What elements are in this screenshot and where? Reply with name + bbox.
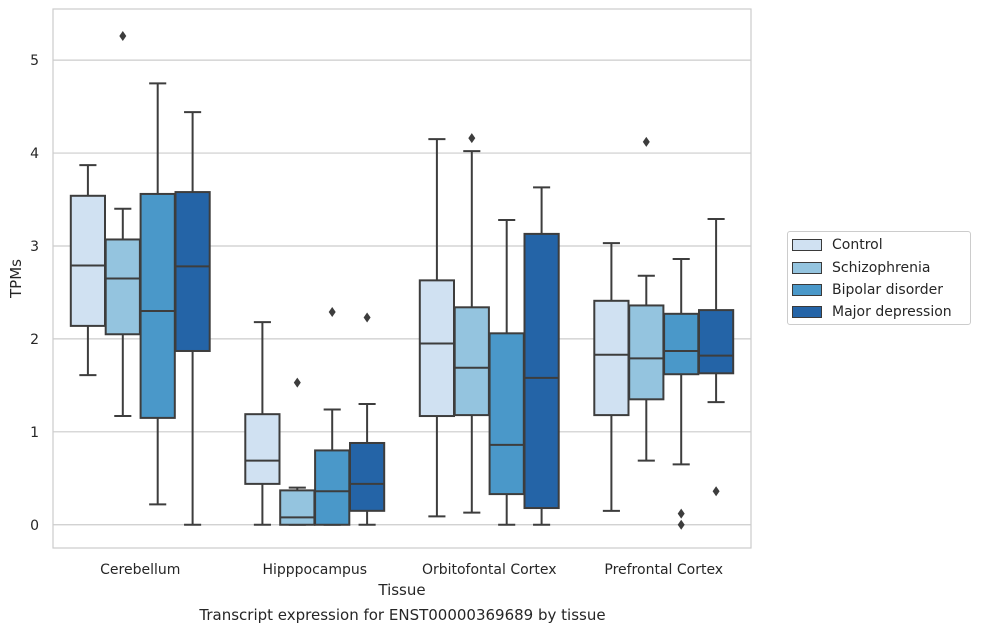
outlier-point: [328, 306, 336, 317]
outlier-point: [119, 30, 127, 41]
box-1-3: [348, 312, 386, 526]
y-tick-label: 5: [30, 53, 39, 69]
y-tick-label: 2: [30, 332, 39, 348]
box-1-1: [279, 377, 316, 526]
legend-label-control: Control: [832, 237, 883, 253]
box-3-2: [663, 257, 700, 530]
x-tick-label: Prefrontal Cortex: [604, 562, 723, 578]
legend-label-major-depression: Major depression: [832, 304, 952, 320]
box-2-2: [488, 218, 525, 526]
box-body: [139, 192, 176, 419]
box-body: [453, 306, 490, 417]
legend-swatch-schizophrenia: [792, 262, 822, 274]
x-tick-label: Orbitofontal Cortex: [422, 562, 557, 578]
legend-item-bipolar-disorder: Bipolar disorder: [792, 280, 943, 300]
y-tick-label: 3: [30, 239, 39, 255]
legend-item-schizophrenia: Schizophrenia: [792, 258, 930, 278]
box-body: [628, 304, 665, 401]
y-tick-label: 4: [30, 146, 39, 162]
outlier-point: [293, 377, 301, 388]
outlier-point: [363, 312, 371, 323]
y-tick-label: 1: [30, 425, 39, 441]
plot-frame: [52, 8, 752, 549]
box-body: [348, 441, 386, 512]
y-axis-ticks: 0 1 2 3 4 5: [30, 53, 39, 534]
box-2-1: [453, 133, 490, 514]
outlier-point: [642, 136, 650, 147]
box-3-0: [593, 242, 630, 512]
box-2-0: [418, 138, 456, 518]
legend-swatch-major-depression: [792, 306, 822, 318]
x-tick-label: Cerebellum: [100, 562, 180, 578]
box-body: [69, 194, 107, 327]
box-body: [244, 413, 281, 485]
box-body: [488, 332, 525, 496]
legend-swatch-bipolar-disorder: [792, 284, 822, 296]
legend: Control Schizophrenia Bipolar disorder M…: [787, 231, 971, 325]
box-series: [69, 30, 735, 530]
box-body: [418, 279, 456, 418]
x-axis-ticks: Cerebellum Hipppocampus Orbitofontal Corte…: [100, 562, 723, 578]
box-0-1: [104, 30, 141, 418]
outlier-point: [677, 519, 685, 530]
y-axis-label: TPMs: [7, 259, 25, 299]
box-0-2: [139, 82, 176, 506]
box-body: [523, 232, 560, 510]
x-axis-label: Tissue: [377, 581, 425, 599]
outlier-point: [677, 508, 685, 519]
legend-label-schizophrenia: Schizophrenia: [832, 260, 931, 276]
outlier-point: [712, 486, 720, 497]
x-tick-label: Hipppocampus: [262, 562, 367, 578]
legend-item-major-depression: Major depression: [792, 302, 952, 322]
box-3-3: [697, 218, 735, 497]
box-0-0: [69, 164, 107, 377]
box-2-3: [523, 186, 560, 526]
outlier-point: [468, 133, 476, 144]
box-body: [663, 312, 700, 376]
chart-caption: Transcript expression for ENST0000036968…: [199, 606, 606, 624]
box-body: [697, 309, 735, 375]
box-body: [174, 191, 211, 352]
legend-swatch-control: [792, 239, 822, 251]
box-1-2: [314, 306, 351, 526]
box-body: [279, 489, 316, 526]
box-body: [314, 449, 351, 526]
box-0-3: [174, 111, 211, 526]
legend-item-control: Control: [792, 235, 883, 255]
box-body: [104, 238, 141, 336]
y-tick-label: 0: [30, 518, 39, 534]
box-3-1: [628, 136, 665, 462]
box-1-0: [244, 321, 281, 526]
legend-label-bipolar-disorder: Bipolar disorder: [832, 282, 944, 298]
box-body: [593, 299, 630, 417]
